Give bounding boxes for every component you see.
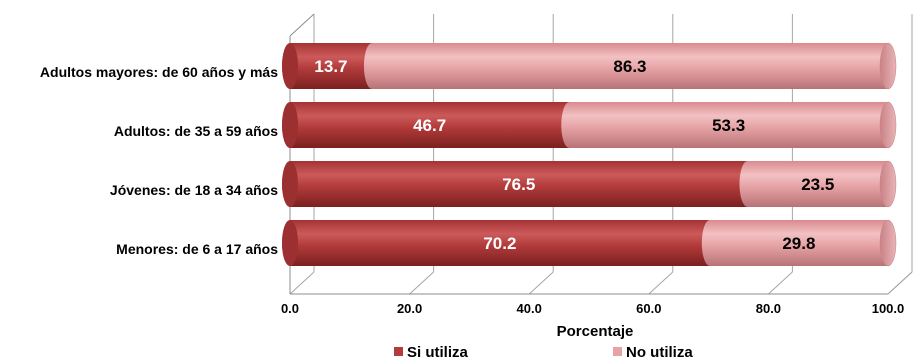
bar-no-utiliza: [739, 161, 896, 207]
bar-si-utiliza: [282, 102, 578, 148]
bar-segment: 13.7: [282, 43, 380, 89]
legend-swatch: [613, 347, 622, 356]
x-tick-label: 0.0: [281, 301, 299, 316]
gridline-floor: [289, 271, 315, 295]
legend: Si utiliza No utiliza: [394, 344, 693, 361]
data-label: 13.7: [314, 57, 347, 76]
bar-cap-right: [879, 42, 897, 90]
category-label: Jóvenes: de 18 a 34 años: [110, 182, 278, 198]
x-tick-label: 20.0: [397, 301, 422, 316]
legend-swatch: [394, 347, 403, 356]
bar-cap-right: [879, 219, 897, 267]
data-label: 53.3: [712, 116, 745, 135]
bar-si-utiliza: [282, 220, 718, 266]
bar-no-utiliza: [701, 220, 896, 266]
data-label: 86.3: [613, 57, 646, 76]
bar-segment: 46.7: [282, 102, 578, 148]
x-tick-label: 80.0: [756, 301, 781, 316]
category-label: Adultos mayores: de 60 años y más: [40, 64, 278, 80]
bar-cap-right: [879, 101, 897, 149]
bar-segment: 29.8: [701, 219, 897, 267]
bar-segment: 76.5: [282, 161, 756, 207]
data-label: 76.5: [502, 175, 535, 194]
bar-si-utiliza: [282, 43, 380, 89]
bar-si-utiliza: [282, 161, 756, 207]
x-tick-label: 60.0: [636, 301, 661, 316]
gridline-floor: [409, 271, 434, 295]
category-label: Menores: de 6 a 17 años: [116, 241, 278, 257]
data-label: 70.2: [483, 234, 516, 253]
bar-segment: 53.3: [561, 101, 897, 149]
bar-cap-left: [282, 161, 298, 207]
bar-cap-left: [282, 220, 298, 266]
wall-edge: [289, 13, 315, 37]
bar-segment: 86.3: [363, 42, 897, 90]
x-tick-label: 40.0: [517, 301, 542, 316]
bar-cap-left: [282, 102, 298, 148]
legend-label: No utiliza: [626, 344, 693, 361]
x-tick-label: 100.0: [872, 301, 905, 316]
bar-cap-right: [879, 160, 897, 208]
floor-edge: [887, 271, 913, 295]
gridline-floor: [528, 271, 554, 295]
bar-cap-left: [282, 43, 298, 89]
bar-segment: 70.2: [282, 220, 718, 266]
bar-segment: 23.5: [739, 160, 897, 208]
x-tick-labels: 0.0 20.0 40.0 60.0 80.0 100.0: [281, 301, 904, 316]
category-labels: Adultos mayores: de 60 años y más Adultos…: [40, 64, 278, 257]
gridline-floor: [648, 271, 674, 295]
data-label: 29.8: [782, 234, 815, 253]
bar-no-utiliza: [363, 43, 896, 89]
bar-layer: 13.7 86.3 46.7 53.3 76.5 23.5 70.2 29.8: [282, 42, 897, 267]
gridline-floor: [768, 271, 793, 295]
bar-no-utiliza: [561, 102, 896, 148]
x-axis-title: Porcentaje: [557, 323, 634, 340]
data-label: 23.5: [801, 175, 834, 194]
legend-label: Si utiliza: [407, 344, 469, 361]
category-label: Adultos: de 35 a 59 años: [114, 123, 278, 139]
data-label: 46.7: [413, 116, 446, 135]
